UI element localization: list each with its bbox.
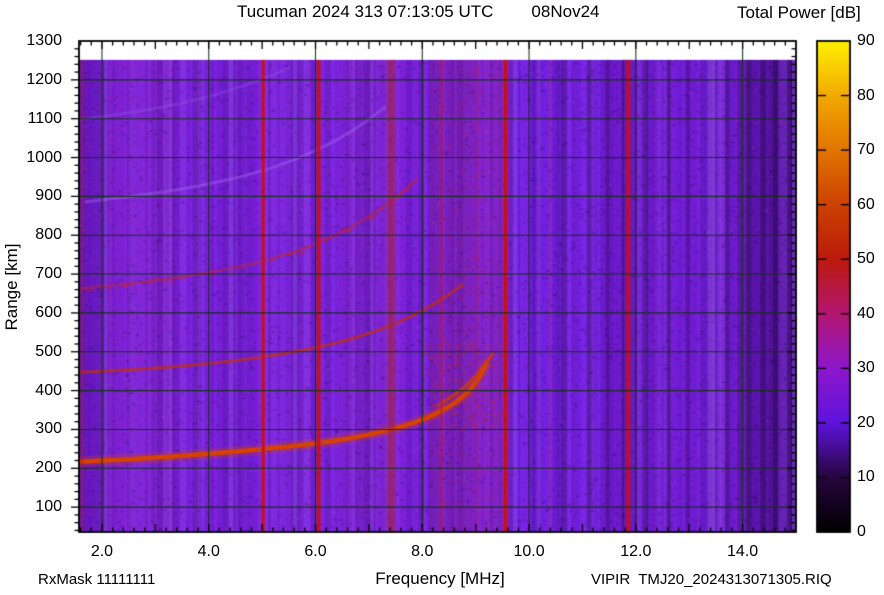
colorbar-tick-label: 60: [857, 195, 875, 213]
y-tick-label: 800: [35, 226, 62, 244]
colorbar-tick-label: 40: [857, 304, 875, 322]
colorbar-tick-label: 80: [857, 86, 875, 104]
x-tick-label: 12.0: [620, 543, 652, 560]
y-tick-label: 700: [35, 265, 62, 283]
x-tick-label: 10.0: [513, 543, 545, 560]
date-label: 08Nov24: [531, 2, 600, 21]
data-file-label: VIPIR TMJ20_2024313071305.RIQ: [591, 571, 832, 588]
x-tick-label: 4.0: [197, 543, 220, 560]
y-tick-label: 1100: [27, 109, 62, 127]
y-tick-label: 400: [35, 381, 62, 399]
station-time-title: Tucuman 2024 313 07:13:05 UTC: [237, 2, 494, 21]
colorbar-tick-label: 0: [857, 523, 866, 540]
plot-title: Tucuman 2024 313 07:13:05 UTC 08Nov24: [237, 2, 599, 22]
colorbar-title: Total Power [dB]: [737, 3, 861, 22]
colorbar-tick-label: 30: [857, 359, 875, 377]
y-tick-label: 300: [35, 420, 62, 438]
y-tick-label: 100: [35, 498, 62, 516]
colorbar-tick-label: 70: [857, 141, 875, 159]
colorbar-tick-label: 50: [857, 250, 875, 268]
colorbar-tick-label: 90: [857, 32, 875, 49]
y-tick-label: 900: [35, 187, 62, 205]
y-tick-label: 600: [35, 303, 62, 321]
colorbar-tick-label: 10: [857, 468, 875, 486]
y-tick-label: 1300: [26, 32, 62, 49]
y-tick-label: 1000: [26, 148, 62, 166]
y-tick-label: 500: [35, 342, 62, 360]
rx-mask-label: RxMask 11111111: [38, 571, 156, 588]
y-tick-label: 200: [35, 459, 62, 477]
y-tick-label: 1200: [26, 70, 62, 88]
x-tick-label: 8.0: [411, 543, 434, 560]
x-axis-title: Frequency [MHz]: [375, 569, 505, 588]
colorbar-tick-label: 20: [857, 413, 875, 431]
x-tick-label: 2.0: [90, 543, 114, 560]
x-tick-label: 6.0: [304, 543, 327, 560]
x-tick-label: 14.0: [727, 543, 759, 560]
